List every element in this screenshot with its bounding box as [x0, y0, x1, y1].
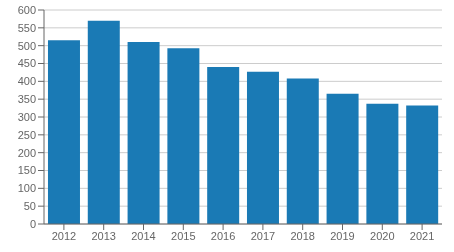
- svg-text:2019: 2019: [330, 230, 354, 242]
- svg-text:150: 150: [18, 164, 36, 176]
- svg-text:2015: 2015: [171, 230, 195, 242]
- svg-text:300: 300: [18, 111, 36, 123]
- svg-text:250: 250: [18, 129, 36, 141]
- svg-text:2018: 2018: [290, 230, 314, 242]
- svg-text:2016: 2016: [211, 230, 235, 242]
- svg-text:100: 100: [18, 182, 36, 194]
- svg-text:2014: 2014: [131, 230, 155, 242]
- svg-text:350: 350: [18, 93, 36, 105]
- svg-text:0: 0: [30, 218, 36, 230]
- svg-text:600: 600: [18, 4, 36, 16]
- svg-text:2021: 2021: [410, 230, 434, 242]
- svg-text:2013: 2013: [91, 230, 115, 242]
- svg-text:450: 450: [18, 57, 36, 69]
- svg-text:2017: 2017: [251, 230, 275, 242]
- svg-text:2012: 2012: [52, 230, 76, 242]
- svg-text:200: 200: [18, 147, 36, 159]
- svg-text:400: 400: [18, 75, 36, 87]
- svg-text:550: 550: [18, 22, 36, 34]
- svg-text:500: 500: [18, 40, 36, 52]
- svg-text:50: 50: [24, 200, 36, 212]
- svg-text:2020: 2020: [370, 230, 394, 242]
